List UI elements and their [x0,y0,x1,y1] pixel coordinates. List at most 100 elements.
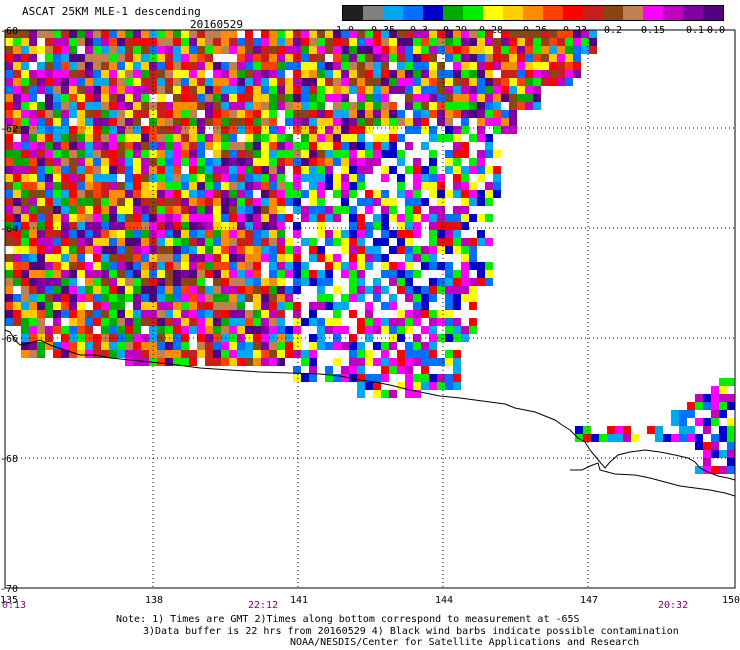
data-cell [117,310,125,318]
data-cell [365,46,373,54]
data-cell [101,350,109,358]
data-cell [61,46,69,54]
data-cell [317,190,325,198]
data-cell [109,142,117,150]
data-cell [357,174,365,182]
data-cell [373,238,381,246]
data-cell [125,54,133,62]
data-cell [509,102,517,110]
data-cell [413,118,421,126]
data-cell [413,350,421,358]
data-cell [269,126,277,134]
data-cell [421,182,429,190]
data-cell [293,166,301,174]
data-cell [205,238,213,246]
data-cell [13,118,21,126]
data-cell [197,238,205,246]
data-cell [101,326,109,334]
data-cell [45,246,53,254]
data-cell [421,166,429,174]
data-cell [269,286,277,294]
data-cell [469,182,477,190]
data-cell [125,206,133,214]
data-cell [69,294,77,302]
data-cell [429,182,437,190]
data-cell [93,134,101,142]
data-cell [5,134,13,142]
data-cell [221,278,229,286]
data-cell [61,286,69,294]
data-cell [445,94,453,102]
data-cell [133,350,141,358]
data-cell [349,262,357,270]
data-cell [237,302,245,310]
data-cell [181,102,189,110]
data-cell [45,198,53,206]
data-cell [29,310,37,318]
data-cell [205,30,213,38]
data-cell [5,142,13,150]
data-cell [405,30,413,38]
data-cell [533,38,541,46]
data-cell [277,230,285,238]
data-cell [461,150,469,158]
data-cell [5,238,13,246]
data-cell [229,278,237,286]
data-cell [309,126,317,134]
data-cell [5,118,13,126]
data-cell [213,166,221,174]
data-cell [165,358,173,366]
data-cell [381,262,389,270]
data-cell [501,62,509,70]
data-cell [405,294,413,302]
data-cell [373,286,381,294]
data-cell [165,54,173,62]
data-cell [213,62,221,70]
legend-swatch [363,6,383,20]
data-cell [101,206,109,214]
data-cell [61,118,69,126]
data-cell [389,134,397,142]
data-cell [101,70,109,78]
data-cell [93,214,101,222]
data-cell [181,318,189,326]
data-cell [541,30,549,38]
data-cell [197,38,205,46]
data-cell [77,286,85,294]
data-cell [5,286,13,294]
data-cell [181,254,189,262]
data-cell [93,278,101,286]
data-cell [29,238,37,246]
data-cell [5,166,13,174]
data-cell [381,54,389,62]
data-cell [29,206,37,214]
data-cell [309,206,317,214]
data-cell [469,38,477,46]
data-cell [445,46,453,54]
data-cell [213,86,221,94]
data-cell [205,78,213,86]
data-cell [37,46,45,54]
data-cell [349,110,357,118]
data-cell [53,94,61,102]
data-cell [53,254,61,262]
data-cell [293,326,301,334]
data-cell [77,246,85,254]
data-cell [485,38,493,46]
data-cell [101,54,109,62]
data-cell [237,230,245,238]
data-cell [29,246,37,254]
data-cell [477,150,485,158]
data-cell [727,418,735,426]
data-cell [197,30,205,38]
data-cell [21,94,29,102]
data-cell [421,78,429,86]
data-cell [437,30,445,38]
data-cell [101,286,109,294]
data-cell [221,294,229,302]
data-cell [181,86,189,94]
data-cell [269,310,277,318]
data-cell [245,38,253,46]
data-cell [157,310,165,318]
data-cell [221,254,229,262]
